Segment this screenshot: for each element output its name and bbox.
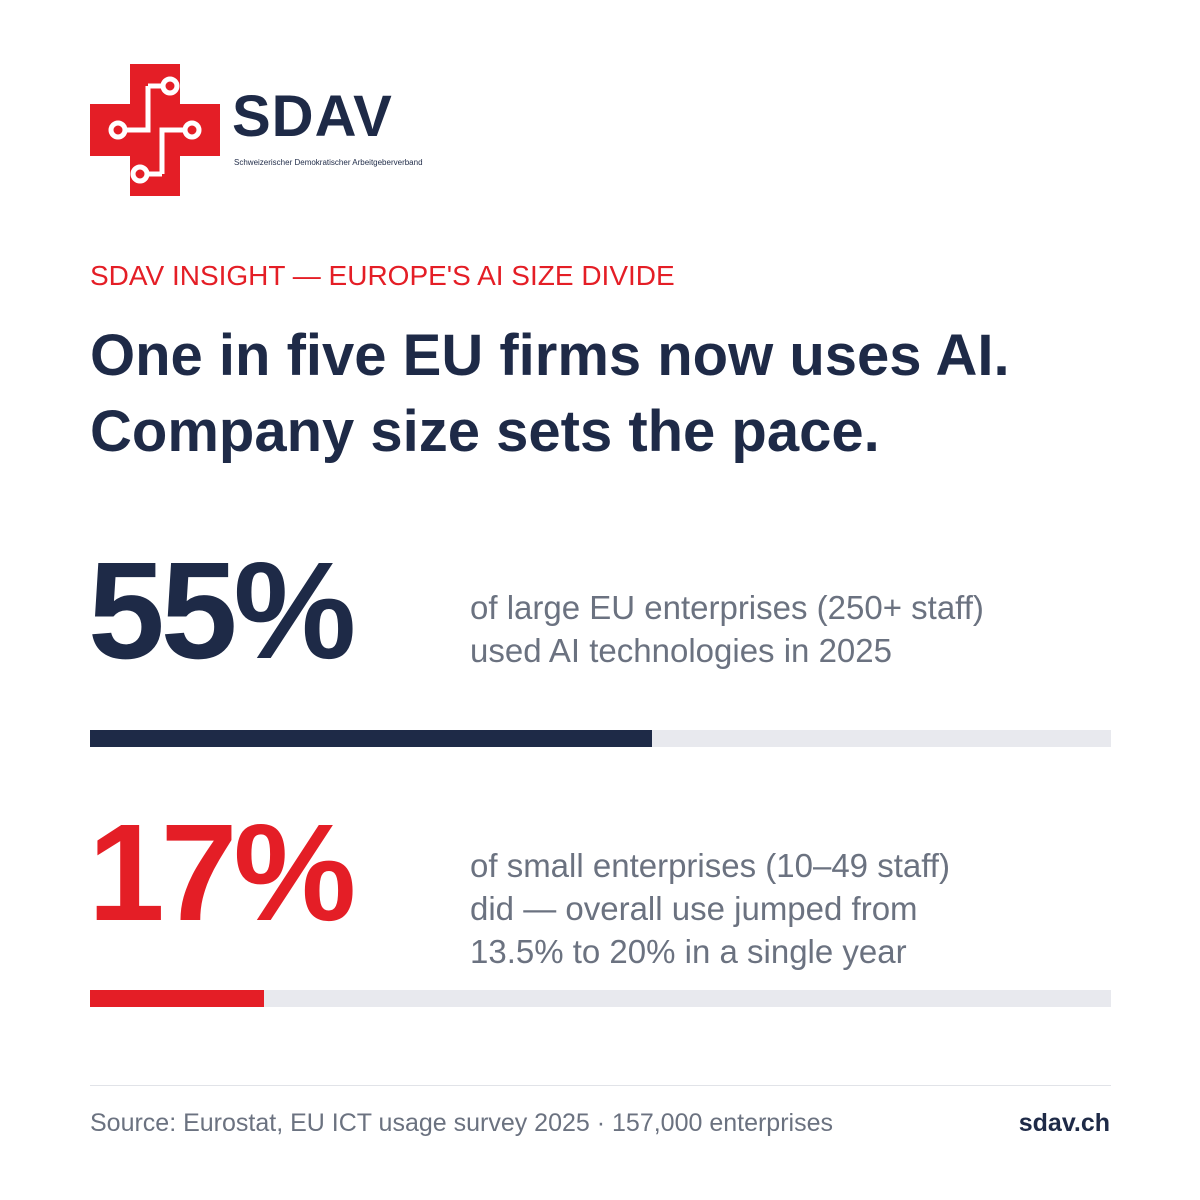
stat-small-value: 17% xyxy=(88,796,356,950)
headline-line-1: One in five EU firms now uses AI. xyxy=(90,323,1010,388)
headline-line-2: Company size sets the pace. xyxy=(90,399,880,464)
bar-large-enterprises xyxy=(90,730,652,747)
stat-large-value: 55% xyxy=(88,534,356,688)
logo: SDAV Schweizerischer Demokratischer Arbe… xyxy=(90,64,423,196)
footer-divider xyxy=(90,1085,1111,1086)
stat-large-desc-line: used AI technologies in 2025 xyxy=(470,632,892,669)
site-link[interactable]: sdav.ch xyxy=(1018,1109,1110,1137)
headline: One in five EU firms now uses AI. Compan… xyxy=(90,318,1130,470)
brand-name: SDAV xyxy=(232,84,393,149)
stat-large-description: of large EU enterprises (250+ staff) use… xyxy=(470,586,1110,672)
eyebrow: SDAV INSIGHT — EUROPE'S AI SIZE DIVIDE xyxy=(90,260,675,291)
bar-small-enterprises xyxy=(90,990,264,1007)
brand-subtitle: Schweizerischer Demokratischer Arbeitgeb… xyxy=(234,158,423,167)
stat-small-desc-line: of small enterprises (10–49 staff) xyxy=(470,847,950,884)
bar-track-small xyxy=(90,990,1111,1007)
stat-large-desc-line: of large EU enterprises (250+ staff) xyxy=(470,589,984,626)
stat-small-desc-line: did — overall use jumped from xyxy=(470,890,918,927)
swiss-cross-circuit-icon xyxy=(90,64,220,196)
source-note: Source: Eurostat, EU ICT usage survey 20… xyxy=(90,1109,833,1137)
stat-small-desc-line: 13.5% to 20% in a single year xyxy=(470,933,907,970)
bar-track-large xyxy=(90,730,1111,747)
stat-small-description: of small enterprises (10–49 staff) did —… xyxy=(470,844,1110,973)
